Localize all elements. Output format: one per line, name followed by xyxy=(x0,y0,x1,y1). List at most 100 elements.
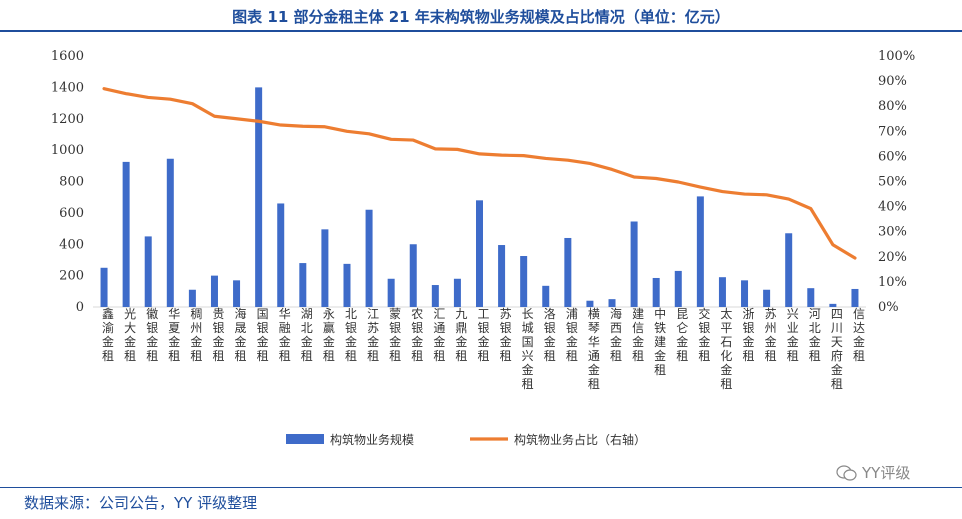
bar xyxy=(608,299,616,307)
category-label: 稠州金租 xyxy=(190,307,202,363)
category-label: 兴业金租 xyxy=(787,307,799,363)
category-label: 江苏金租 xyxy=(367,307,379,363)
category-label: 海西金租 xyxy=(610,306,622,363)
category-label: 海晟金租 xyxy=(235,306,247,363)
bar xyxy=(498,245,506,307)
left-tick-label: 1400 xyxy=(51,80,84,95)
category-labels: 鑫渝金租光大金租徽银金租华夏金租稠州金租贵银金租海晟金租国银金租华融金租湖北金租… xyxy=(102,306,865,391)
category-label: 河北金租 xyxy=(809,307,821,363)
category-label: 苏州金租 xyxy=(765,307,777,363)
category-label: 四川天府金租 xyxy=(831,307,843,391)
bar-line-chart: 0 200 400 600 800 1000 1200 1400 1600 0% 10% 20% 30… xyxy=(51,49,915,447)
bar xyxy=(696,196,704,307)
legend-bar-swatch xyxy=(286,434,324,444)
bar xyxy=(453,278,461,307)
category-label: 鑫渝金租 xyxy=(102,306,114,363)
category-label: 洛银金租 xyxy=(544,306,556,363)
legend-bar-label: 构筑物业务规模 xyxy=(330,432,414,447)
bar xyxy=(409,244,417,307)
left-tick-label: 1600 xyxy=(51,49,84,64)
right-tick-label: 50% xyxy=(878,175,907,190)
bar xyxy=(122,161,130,307)
title-divider xyxy=(0,30,962,32)
bar xyxy=(542,285,550,307)
line-series xyxy=(102,87,857,260)
bar xyxy=(299,263,307,307)
bar xyxy=(718,277,726,307)
category-label: 蒙银金租 xyxy=(389,307,401,363)
bar xyxy=(851,288,859,307)
category-label: 交银金租 xyxy=(698,306,710,363)
chart-title: 图表 11 部分金租主体 21 年末构筑物业务规模及占比情况（单位：亿元） xyxy=(232,8,730,26)
left-axis-ticks: 0 200 400 600 800 1000 1200 1400 1600 xyxy=(51,49,84,315)
bar xyxy=(210,275,218,307)
bar xyxy=(255,87,263,307)
category-label: 昆仑金租 xyxy=(676,307,688,363)
category-label: 汇通金租 xyxy=(433,307,445,363)
bar xyxy=(652,277,660,307)
category-label: 农银金租 xyxy=(411,307,423,363)
left-tick-label: 200 xyxy=(59,269,84,284)
category-label: 浙银金租 xyxy=(743,307,755,363)
category-label: 徽银金租 xyxy=(146,306,158,363)
bar xyxy=(829,303,837,307)
category-label: 中铁建金租 xyxy=(654,306,666,377)
left-tick-label: 1000 xyxy=(51,143,84,158)
bar xyxy=(277,203,285,307)
wechat-icon xyxy=(836,464,857,481)
bar xyxy=(387,278,395,307)
right-tick-label: 90% xyxy=(878,74,907,89)
right-tick-label: 40% xyxy=(878,200,907,215)
left-tick-label: 0 xyxy=(76,300,84,315)
right-tick-label: 30% xyxy=(878,225,907,240)
bar xyxy=(763,289,771,307)
category-label: 光大金租 xyxy=(124,307,136,363)
bar xyxy=(321,229,329,307)
left-tick-label: 800 xyxy=(59,175,84,190)
right-tick-label: 0% xyxy=(878,300,899,315)
left-tick-label: 600 xyxy=(59,206,84,221)
legend: 构筑物业务规模 构筑物业务占比（右轴） xyxy=(286,432,646,447)
bar xyxy=(343,263,351,307)
category-label: 永赢金租 xyxy=(323,307,335,363)
left-tick-label: 400 xyxy=(59,237,84,252)
bar xyxy=(188,289,196,307)
bar xyxy=(365,209,373,307)
bar-series xyxy=(100,87,859,307)
category-label: 北银金租 xyxy=(345,307,357,363)
bar xyxy=(586,300,594,307)
category-label: 横琴华通金租 xyxy=(588,307,600,391)
bar xyxy=(630,221,638,307)
bar xyxy=(674,270,682,307)
share-line xyxy=(102,87,857,260)
bar xyxy=(807,288,815,307)
category-label: 工银金租 xyxy=(477,307,489,363)
category-label: 信达金租 xyxy=(853,307,865,363)
category-label: 湖北金租 xyxy=(301,306,313,363)
right-tick-label: 20% xyxy=(878,250,907,265)
source-note: 数据来源：公司公告，YY 评级整理 xyxy=(24,494,258,512)
category-label: 贵银金租 xyxy=(212,307,224,363)
bar xyxy=(166,158,174,307)
watermark-text: YY评级 xyxy=(862,464,911,482)
category-label: 长城国兴金租 xyxy=(522,307,534,391)
category-label: 建信金租 xyxy=(632,307,644,363)
bar xyxy=(741,280,749,307)
bar xyxy=(476,200,483,307)
right-tick-label: 70% xyxy=(878,124,907,139)
right-tick-label: 10% xyxy=(878,275,907,290)
category-label: 浦银金租 xyxy=(566,307,578,363)
footer-divider xyxy=(0,487,962,488)
bar xyxy=(785,233,793,307)
category-label: 苏银金租 xyxy=(500,307,512,363)
right-tick-label: 80% xyxy=(878,99,907,114)
category-label: 华夏金租 xyxy=(168,307,180,363)
right-tick-label: 100% xyxy=(878,49,915,64)
left-tick-label: 1200 xyxy=(51,112,84,127)
bar xyxy=(520,256,528,307)
bar xyxy=(233,280,241,307)
category-label: 国银金租 xyxy=(257,307,269,363)
bar xyxy=(144,236,152,307)
right-axis-ticks: 0% 10% 20% 30% 40% 50% 60% 70% 80% 90% 100% xyxy=(878,49,915,315)
bar xyxy=(431,285,439,307)
